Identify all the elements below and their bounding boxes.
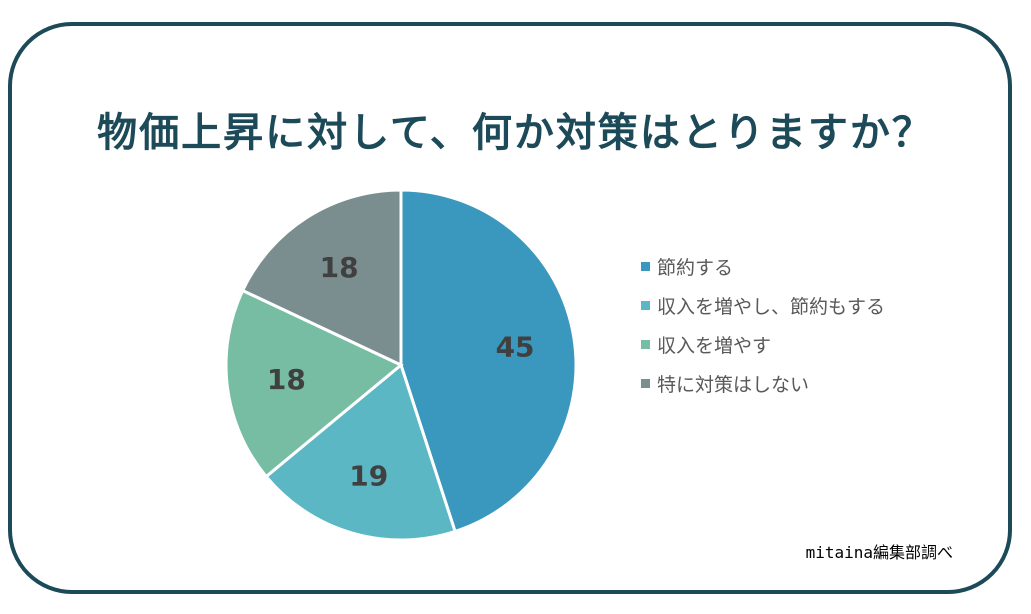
legend: 節約する収入を増やし、節約もする 収入を増やす特に対策はしない [641, 252, 885, 408]
legend-item: 収入を増やす [641, 330, 885, 358]
legend-swatch [641, 378, 650, 388]
pie-slice [224, 288, 404, 479]
legend-label: 特に対策はしない [657, 373, 810, 396]
source-note: mitaina編集部調べ [805, 543, 953, 562]
legend-item: 収入を増やし、節約もする [641, 291, 885, 319]
pie-slice [399, 188, 578, 534]
legend-label: 収入を増やす [657, 334, 772, 357]
pie-data-label: 18 [320, 251, 359, 284]
pie-slices [224, 188, 578, 542]
pie-data-label: 19 [349, 459, 388, 492]
pie-data-label: 18 [267, 363, 306, 396]
chart-title: 物価上昇に対して、何か対策はとりますか？ [97, 110, 934, 156]
pie-slice [240, 188, 403, 368]
legend-label: 収入を増やし、節約もする [657, 295, 886, 318]
legend-label: 節約する [657, 256, 734, 279]
legend-item: 特に対策はしない [641, 369, 885, 397]
legend-swatch [641, 339, 650, 349]
pie-data-labels: 45 19 18 18 [267, 251, 535, 492]
legend-swatch [641, 300, 650, 310]
legend-swatch [641, 261, 650, 271]
pie-slice [264, 362, 457, 542]
legend-item: 節約する [641, 252, 885, 280]
pie-data-label: 45 [496, 330, 535, 363]
